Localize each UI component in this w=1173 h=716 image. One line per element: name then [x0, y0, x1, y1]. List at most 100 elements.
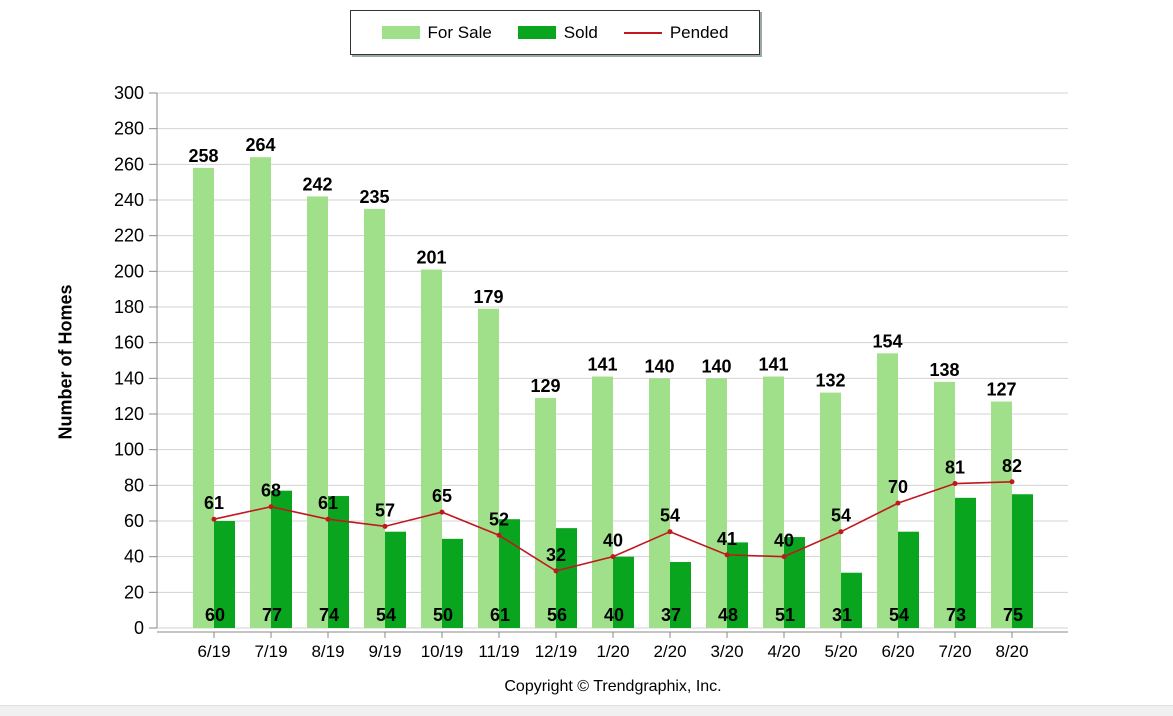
sold-data-label: 74: [319, 605, 339, 625]
for-sale-data-label: 127: [986, 380, 1016, 400]
x-tick-label: 5/20: [824, 642, 857, 661]
y-tick-label: 40: [124, 547, 144, 567]
x-tick-label: 6/19: [197, 642, 230, 661]
y-tick-label: 240: [114, 190, 144, 210]
legend-item-for-sale: For Sale: [381, 23, 492, 43]
for-sale-data-label: 141: [758, 355, 788, 375]
pended-point: [838, 529, 844, 535]
pended-point: [268, 504, 274, 510]
for-sale-bar: [820, 392, 841, 628]
pended-data-label: 65: [432, 486, 452, 506]
pended-data-label: 54: [660, 506, 680, 526]
x-tick-label: 1/20: [596, 642, 629, 661]
sold-bar: [385, 531, 406, 628]
y-tick-label: 200: [114, 261, 144, 281]
sold-bar: [214, 521, 235, 628]
for-sale-data-label: 242: [302, 174, 332, 194]
y-tick-label: 20: [124, 582, 144, 602]
copyright-footer: Copyright © Trendgraphix, Inc.: [504, 678, 722, 695]
y-axis-label: Number of Homes: [55, 284, 76, 440]
sold-bar: [1012, 494, 1033, 628]
for-sale-bar: [763, 376, 784, 628]
y-tick-label: 80: [124, 475, 144, 495]
x-tick-label: 8/19: [311, 642, 344, 661]
for-sale-bar: [877, 353, 898, 628]
sold-data-label: 48: [718, 605, 738, 625]
sold-bar: [499, 519, 520, 628]
for-sale-data-label: 129: [530, 376, 560, 396]
x-tick-label: 10/19: [421, 642, 464, 661]
for-sale-data-label: 141: [587, 355, 617, 375]
sold-data-label: 54: [376, 605, 396, 625]
for-sale-bar: [421, 269, 442, 628]
pended-data-label: 68: [261, 481, 281, 501]
legend-label-pended: Pended: [669, 22, 729, 42]
for-sale-bar: [193, 167, 214, 628]
pended-data-label: 40: [603, 531, 623, 551]
pended-data-label: 70: [888, 477, 908, 497]
sold-swatch: [517, 26, 556, 39]
for-sale-bar: [535, 397, 556, 628]
pended-data-label: 41: [717, 529, 737, 549]
y-tick-label: 160: [114, 333, 144, 353]
pended-point: [667, 529, 673, 535]
sold-bar: [556, 528, 577, 628]
for-sale-bar: [250, 157, 271, 628]
sold-bar: [442, 538, 463, 628]
pended-data-label: 61: [318, 493, 338, 513]
sold-data-label: 61: [490, 605, 510, 625]
sold-data-label: 75: [1003, 605, 1023, 625]
for-sale-data-label: 179: [473, 287, 503, 307]
for-sale-data-label: 201: [416, 248, 446, 268]
x-tick-label: 6/20: [881, 642, 914, 661]
for-sale-bar: [649, 378, 670, 628]
pended-point: [895, 500, 901, 506]
pended-data-label: 82: [1002, 456, 1022, 476]
for-sale-data-label: 154: [872, 331, 902, 351]
pended-point: [553, 568, 559, 574]
y-tick-label: 120: [114, 404, 144, 424]
sold-bar: [328, 496, 349, 628]
for-sale-bar: [307, 196, 328, 628]
sold-bar: [841, 572, 862, 628]
legend-item-pended: Pended: [623, 22, 729, 43]
y-tick-label: 180: [114, 297, 144, 317]
sold-data-label: 50: [433, 605, 453, 625]
for-sale-bar: [706, 378, 727, 628]
sold-bar: [727, 542, 748, 628]
sold-data-label: 51: [775, 605, 795, 625]
pended-point: [781, 554, 787, 560]
pended-point: [325, 516, 331, 522]
x-tick-label: 12/19: [535, 642, 578, 661]
sold-data-label: 73: [946, 605, 966, 625]
sold-data-label: 40: [604, 605, 624, 625]
for-sale-bar: [934, 381, 955, 628]
pended-point: [382, 523, 388, 529]
pended-data-label: 32: [546, 545, 566, 565]
sold-data-label: 37: [661, 605, 681, 625]
sold-data-label: 54: [889, 605, 909, 625]
pended-data-label: 54: [831, 506, 851, 526]
y-tick-label: 300: [114, 83, 144, 103]
pended-point: [439, 509, 445, 515]
sold-bar: [670, 562, 691, 628]
x-tick-label: 11/19: [478, 642, 519, 661]
sold-data-label: 77: [262, 605, 282, 625]
for-sale-bar: [991, 401, 1012, 628]
sold-data-label: 60: [205, 605, 225, 625]
for-sale-bar: [364, 208, 385, 628]
pended-data-label: 61: [204, 493, 224, 513]
for-sale-data-label: 140: [701, 356, 731, 376]
window-bottom-strip: [0, 705, 1173, 716]
x-tick-label: 4/20: [767, 642, 800, 661]
sold-data-label: 56: [547, 605, 567, 625]
y-tick-label: 260: [114, 154, 144, 174]
for-sale-bar: [478, 308, 499, 628]
for-sale-data-label: 140: [644, 356, 674, 376]
x-tick-label: 7/19: [254, 642, 287, 661]
x-tick-label: 8/20: [995, 642, 1028, 661]
legend-label-sold: Sold: [563, 22, 598, 42]
pended-point: [1009, 479, 1015, 485]
sold-bar: [955, 497, 976, 628]
for-sale-swatch: [381, 26, 420, 39]
